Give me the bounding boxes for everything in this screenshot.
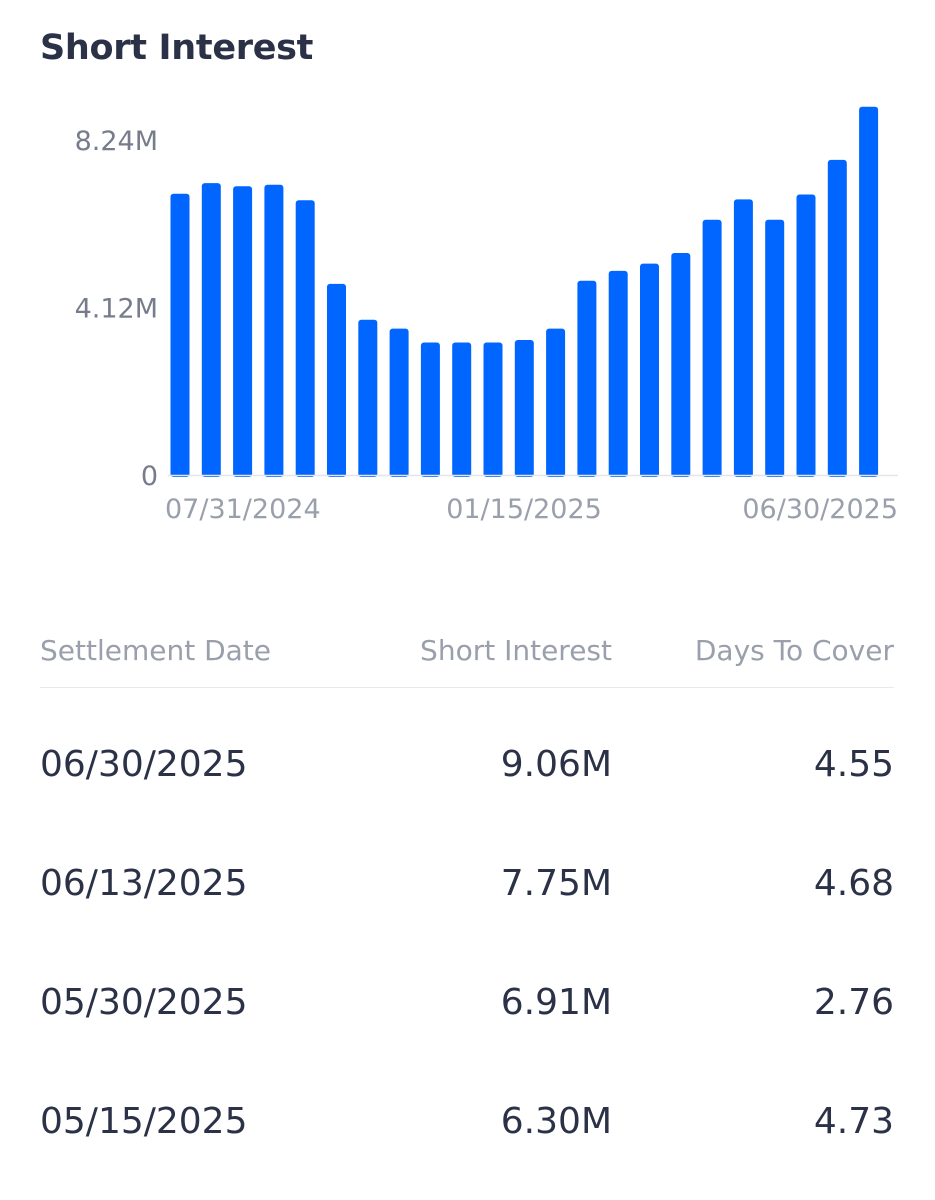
cell-settlement-date: 05/30/2025 — [40, 982, 248, 1023]
short-interest-chart: 0 4.12M 8.24M 07/31/2024 01/15/2025 06/30/202… — [75, 106, 898, 525]
cell-days-to-cover: 2.76 — [813, 982, 894, 1023]
bar-2 — [233, 186, 253, 478]
header-days-to-cover: Days To Cover — [694, 634, 894, 667]
cell-settlement-date: 06/13/2025 — [40, 863, 248, 904]
cell-settlement-date: 06/30/2025 — [40, 744, 248, 785]
short-interest-table: Settlement Date Short Interest Days To C… — [40, 620, 894, 1181]
bar-5 — [327, 283, 346, 477]
bar-16 — [671, 253, 691, 477]
bar-14 — [608, 270, 628, 477]
cell-short-interest: 9.06M — [500, 744, 612, 785]
bar-4 — [295, 200, 315, 477]
cell-short-interest: 6.30M — [500, 1101, 612, 1142]
page-title: Short Interest — [40, 28, 314, 68]
cell-days-to-cover: 4.68 — [813, 863, 894, 904]
table-row: 05/30/2025 6.91M 2.76 — [40, 943, 894, 1062]
bar-13 — [577, 280, 597, 477]
bar-8 — [420, 342, 440, 477]
cell-short-interest: 6.91M — [500, 982, 612, 1023]
table-header: Settlement Date Short Interest Days To C… — [40, 620, 894, 688]
bar-7 — [389, 328, 409, 477]
header-settlement-date: Settlement Date — [40, 634, 272, 667]
x-tick-label-2: 06/30/2025 — [742, 494, 898, 525]
table-row: 06/13/2025 7.75M 4.68 — [40, 824, 894, 943]
bar-15 — [640, 263, 659, 477]
cell-days-to-cover: 4.55 — [813, 744, 894, 785]
bar-10 — [483, 342, 503, 477]
bar-17 — [702, 219, 722, 477]
cell-settlement-date: 05/15/2025 — [40, 1101, 248, 1142]
bar-19 — [765, 219, 785, 477]
table-row: 06/30/2025 9.06M 4.55 — [40, 705, 894, 824]
table-row: 05/15/2025 6.30M 4.73 — [40, 1062, 894, 1181]
y-tick-label-0: 0 — [141, 461, 158, 492]
y-tick-label-1: 4.12M — [75, 294, 158, 325]
bar-18 — [733, 199, 753, 477]
bar-0 — [170, 193, 190, 477]
bar-12 — [546, 328, 566, 477]
header-short-interest: Short Interest — [420, 634, 612, 667]
cell-short-interest: 7.75M — [500, 863, 612, 904]
x-tick-label-0: 07/31/2024 — [165, 494, 321, 525]
bar-1 — [201, 183, 221, 477]
bar-22 — [859, 106, 879, 477]
x-tick-label-1: 01/15/2025 — [446, 494, 602, 525]
bar-3 — [264, 184, 284, 477]
bar-9 — [452, 342, 472, 477]
bar-6 — [358, 319, 378, 477]
bar-11 — [514, 340, 534, 477]
bar-21 — [827, 159, 847, 477]
y-tick-label-2: 8.24M — [75, 126, 158, 157]
bar-20 — [796, 194, 816, 477]
cell-days-to-cover: 4.73 — [813, 1101, 894, 1142]
